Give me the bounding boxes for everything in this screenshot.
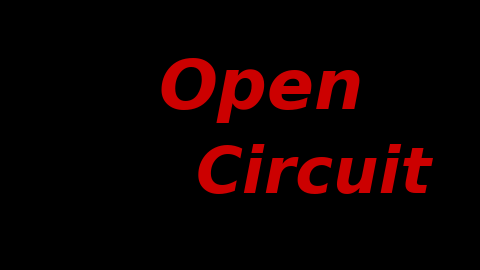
Text: switch: switch <box>235 6 275 19</box>
Circle shape <box>279 23 289 31</box>
Text: Open: Open <box>159 56 364 123</box>
Text: light bulb: light bulb <box>237 211 295 224</box>
Text: Circuit: Circuit <box>196 144 432 207</box>
Text: battery: battery <box>122 151 168 164</box>
Circle shape <box>191 23 201 31</box>
